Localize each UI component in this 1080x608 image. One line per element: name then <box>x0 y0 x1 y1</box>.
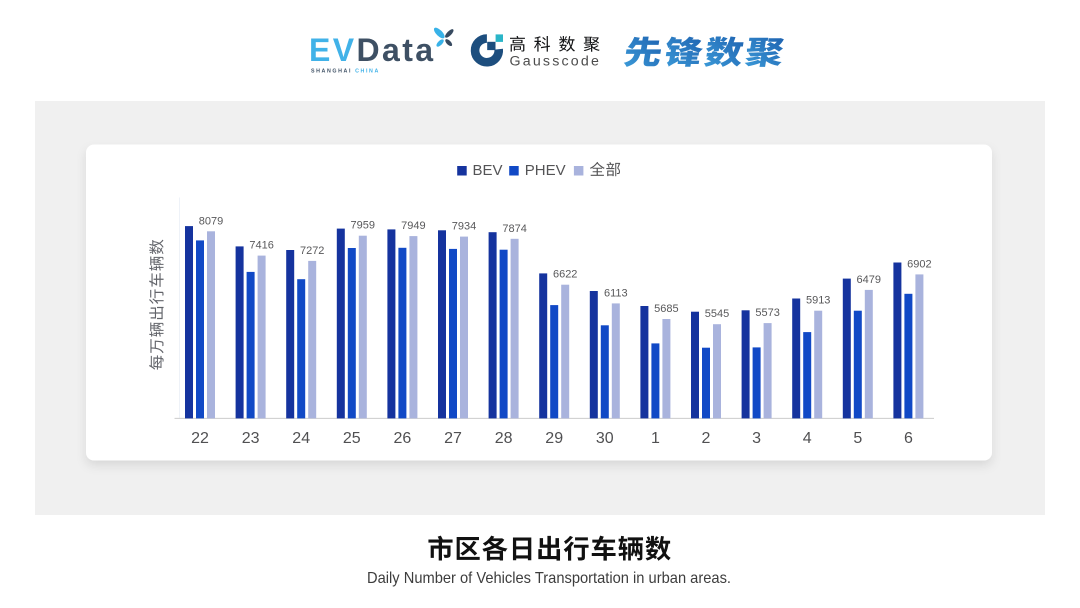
svg-text:25: 25 <box>343 430 361 447</box>
svg-text:8079: 8079 <box>199 215 223 227</box>
svg-text:27: 27 <box>444 430 462 447</box>
svg-text:6622: 6622 <box>553 269 577 281</box>
svg-text:7272: 7272 <box>300 245 324 257</box>
svg-text:28: 28 <box>495 430 513 447</box>
svg-text:Gausscode: Gausscode <box>510 53 602 69</box>
svg-text:2: 2 <box>702 430 711 447</box>
svg-text:7934: 7934 <box>452 221 476 233</box>
svg-text:24: 24 <box>292 430 310 447</box>
svg-text:5573: 5573 <box>755 307 779 319</box>
svg-text:4: 4 <box>803 430 812 447</box>
svg-text:22: 22 <box>191 430 209 447</box>
svg-text:26: 26 <box>394 430 412 447</box>
svg-text:5545: 5545 <box>705 308 729 320</box>
svg-text:5685: 5685 <box>654 303 678 315</box>
svg-text:1: 1 <box>651 430 660 447</box>
svg-text:7874: 7874 <box>502 223 526 235</box>
svg-text:5: 5 <box>853 430 862 447</box>
svg-text:7416: 7416 <box>249 240 273 252</box>
svg-text:6902: 6902 <box>907 258 931 270</box>
svg-text:SHANGHAI CHINA: SHANGHAI CHINA <box>311 69 380 75</box>
svg-text:6113: 6113 <box>604 287 628 299</box>
svg-text:7959: 7959 <box>351 220 375 232</box>
svg-text:23: 23 <box>242 430 260 447</box>
svg-text:6: 6 <box>904 430 913 447</box>
svg-text:29: 29 <box>545 430 563 447</box>
svg-text:7949: 7949 <box>401 220 425 232</box>
svg-text:5913: 5913 <box>806 295 830 307</box>
svg-text:EVData: EVData <box>309 32 435 68</box>
svg-text:PHEV: PHEV <box>525 162 566 179</box>
svg-text:Daily Number of Vehicles Trans: Daily Number of Vehicles Transportation … <box>367 570 731 587</box>
svg-text:6479: 6479 <box>857 274 881 286</box>
svg-text:30: 30 <box>596 430 614 447</box>
svg-text:BEV: BEV <box>473 162 503 179</box>
svg-text:3: 3 <box>752 430 761 447</box>
